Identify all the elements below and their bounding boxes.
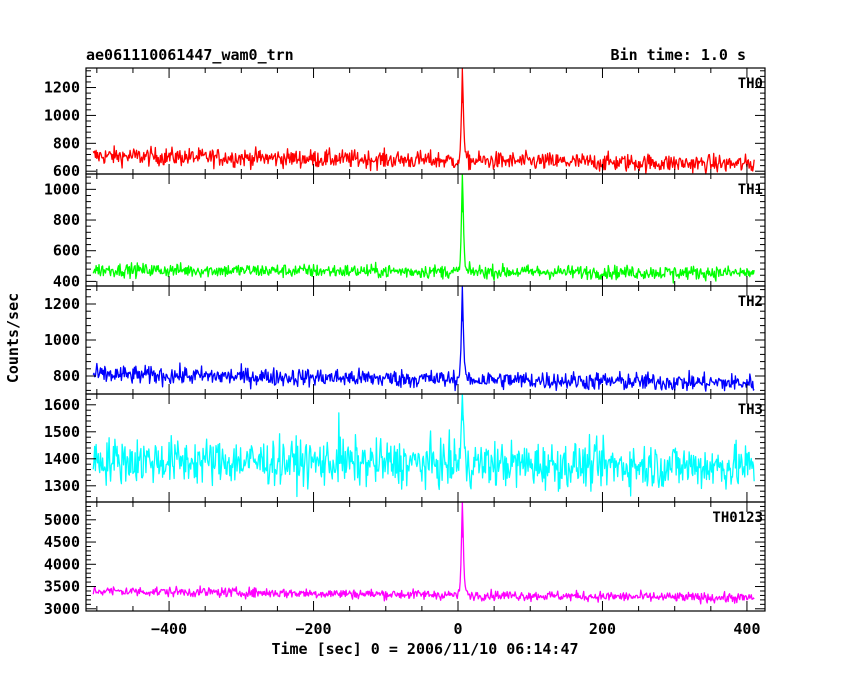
series-th2-trace <box>92 285 755 392</box>
y-tick-label: 1400 <box>44 450 80 468</box>
x-ticks-th2 <box>96 286 748 394</box>
series-line <box>92 501 755 605</box>
series-line <box>92 68 755 175</box>
y-tick-label: 1300 <box>44 477 80 495</box>
series-label-th0: TH0 <box>738 76 763 92</box>
series-line <box>92 285 755 392</box>
y-tick-label: 800 <box>53 211 80 229</box>
x-tick-label: −200 <box>295 620 331 638</box>
y-ticks-th0: 600 800 1000 1200 <box>44 70 765 180</box>
x-tick-label: −400 <box>151 620 187 638</box>
bin-time-label: Bin time: 1.0 s <box>611 46 746 64</box>
y-tick-label: 4500 <box>44 533 80 551</box>
series-label-th3: TH3 <box>738 402 763 418</box>
series-label-th0123: TH0123 <box>712 510 763 526</box>
x-tick-label: 0 <box>453 620 462 638</box>
y-ticks-th2: 800 1000 1200 <box>44 289 765 391</box>
panel-frame-th0123 <box>85 501 766 612</box>
y-tick-label: 1200 <box>44 295 80 313</box>
y-tick-label: 400 <box>53 272 80 290</box>
y-tick-label: 1600 <box>44 396 80 414</box>
panel-th1: 400 600 800 1000 TH1 <box>44 173 766 290</box>
y-tick-label: 5000 <box>44 511 80 529</box>
y-tick-label: 1200 <box>44 79 80 97</box>
y-tick-label: 1000 <box>44 331 80 349</box>
y-tick-label: 600 <box>53 162 80 180</box>
panel-th0: 600 800 1000 1200 TH0 <box>44 67 766 180</box>
y-tick-label: 4000 <box>44 555 80 573</box>
y-tick-label: 800 <box>53 134 80 152</box>
series-th0123-trace <box>92 501 755 605</box>
y-axis-title: Counts/sec <box>4 293 22 383</box>
y-tick-label: 1000 <box>44 180 80 198</box>
series-label-th2: TH2 <box>738 294 763 310</box>
y-ticks-th0123: 3000 3500 4000 4500 5000 <box>44 501 765 618</box>
series-th3-trace <box>92 393 755 498</box>
x-ticks-th0123 <box>96 502 748 611</box>
panel-th0123: 3000 3500 4000 4500 5000 TH0123 <box>44 501 766 618</box>
series-line <box>92 174 755 284</box>
y-tick-label: 1000 <box>44 106 80 124</box>
series-label-th1: TH1 <box>738 182 763 198</box>
y-tick-label: 3000 <box>44 600 80 618</box>
chart-title: ae061110061447_wam0_trn <box>86 46 294 64</box>
x-tick-label: 200 <box>589 620 616 638</box>
y-tick-label: 600 <box>53 242 80 260</box>
x-ticks-th1 <box>96 174 748 286</box>
y-ticks-th1: 400 600 800 1000 <box>44 176 765 290</box>
y-tick-label: 800 <box>53 367 80 385</box>
x-ticks-th3 <box>96 394 748 502</box>
y-tick-label: 1500 <box>44 423 80 441</box>
panel-th3: 1300 1400 1500 1600 TH3 <box>44 393 766 503</box>
x-ticks-th0 <box>96 68 748 174</box>
series-th0-trace <box>92 68 755 175</box>
x-tick-labels: −400 −200 0 200 400 <box>151 620 760 638</box>
series-line <box>92 393 755 498</box>
y-ticks-th3: 1300 1400 1500 1600 <box>44 393 765 503</box>
x-tick-label: 400 <box>733 620 760 638</box>
series-th1-trace <box>92 174 755 284</box>
panel-th2: 800 1000 1200 TH2 <box>44 285 766 395</box>
x-axis-title: Time [sec] 0 = 2006/11/10 06:14:47 <box>271 640 578 658</box>
y-tick-label: 3500 <box>44 578 80 596</box>
